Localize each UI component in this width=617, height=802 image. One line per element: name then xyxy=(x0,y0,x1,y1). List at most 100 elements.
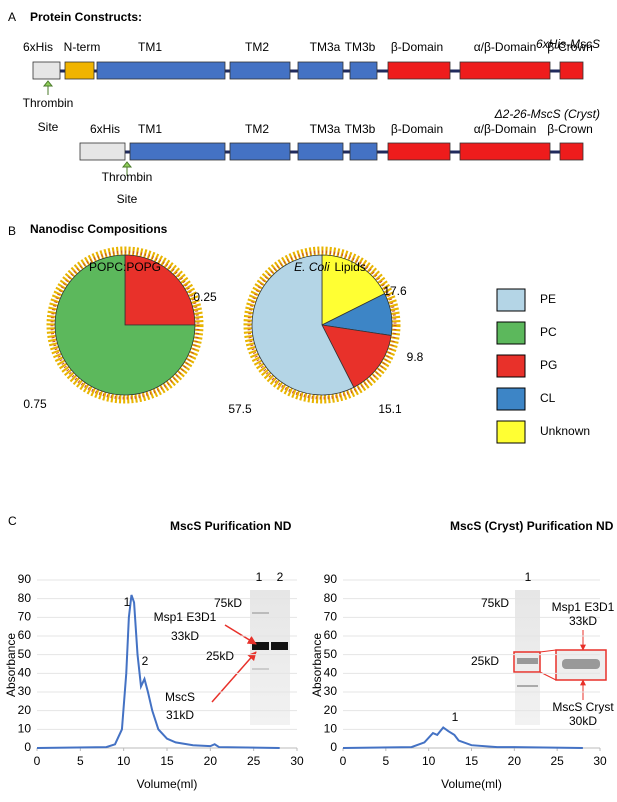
label: TM2 xyxy=(245,40,269,54)
label: 57.5 xyxy=(228,402,252,416)
label: 40 xyxy=(18,666,32,680)
arrow xyxy=(211,651,257,703)
label: 30kD xyxy=(569,714,597,728)
label: 50 xyxy=(324,647,338,661)
label: α/β-Domain xyxy=(474,122,537,136)
label: TM1 xyxy=(138,40,162,54)
arrow xyxy=(224,624,257,645)
label: Volume(ml) xyxy=(441,777,502,791)
label: 20 xyxy=(324,703,338,717)
label: 5 xyxy=(77,754,84,768)
lipid-fringe xyxy=(247,250,397,400)
label: TM3b xyxy=(345,122,376,136)
label: 1 xyxy=(525,570,532,584)
label: β-Crown xyxy=(547,122,593,136)
label: β-Domain xyxy=(391,122,443,136)
domain xyxy=(459,61,551,80)
domain xyxy=(459,142,551,161)
trace xyxy=(342,726,583,749)
label: MscS Cryst xyxy=(552,700,614,714)
label: 10 xyxy=(117,754,131,768)
pie-title: E. Coli Lipids xyxy=(294,260,366,274)
label: 30 xyxy=(18,684,32,698)
pie-slice xyxy=(124,254,196,326)
label: 15.1 xyxy=(378,402,402,416)
label: 90 xyxy=(18,572,32,586)
label: 75kD xyxy=(214,596,242,610)
label: POPC:POPG xyxy=(89,260,161,274)
label: 70 xyxy=(324,610,338,624)
title: Lipids xyxy=(334,260,365,274)
label: 90 xyxy=(324,572,338,586)
label: 70 xyxy=(18,610,32,624)
domain xyxy=(297,142,344,161)
label: 6xHis xyxy=(23,40,53,54)
label: 0 xyxy=(34,754,41,768)
label: TM2 xyxy=(245,122,269,136)
label: β-Crown xyxy=(547,40,593,54)
label: MscS (Cryst) Purification ND xyxy=(450,519,614,533)
domain xyxy=(559,61,584,80)
label: Unknown xyxy=(540,424,590,438)
label: 10 xyxy=(422,754,436,768)
label: 60 xyxy=(324,628,338,642)
label: 75kD xyxy=(481,596,509,610)
legend-swatch xyxy=(496,321,526,345)
domain xyxy=(297,61,344,80)
label: CL xyxy=(540,391,556,405)
label: 30 xyxy=(324,684,338,698)
label: 6xHis-MscS xyxy=(536,37,600,51)
label: 1 xyxy=(256,570,263,584)
label: PG xyxy=(540,358,557,372)
label: 80 xyxy=(18,591,32,605)
gel-left xyxy=(250,590,290,725)
label: C xyxy=(8,514,17,528)
label: Volume(ml) xyxy=(137,777,198,791)
thrombin-arrow xyxy=(42,80,54,95)
domain xyxy=(64,61,95,80)
domain xyxy=(229,142,291,161)
label: TM3a xyxy=(310,40,341,54)
label: 15 xyxy=(160,754,174,768)
domain xyxy=(96,61,226,80)
label: 9.8 xyxy=(407,350,424,364)
legend-swatch xyxy=(496,354,526,378)
label: 60 xyxy=(18,628,32,642)
lipid-fringe xyxy=(50,250,200,400)
title-italic: E. Coli xyxy=(294,260,330,274)
label: 50 xyxy=(18,647,32,661)
label: β-Domain xyxy=(391,40,443,54)
label: 15 xyxy=(465,754,479,768)
label: 30 xyxy=(290,754,304,768)
label: 20 xyxy=(204,754,218,768)
trace xyxy=(36,594,280,749)
label: 20 xyxy=(18,703,32,717)
domain xyxy=(387,142,451,161)
domain xyxy=(229,61,291,80)
label: A xyxy=(8,10,16,24)
thrombin-arrow xyxy=(121,161,133,176)
domain xyxy=(559,142,584,161)
label: Thrombin xyxy=(102,170,153,184)
label: 10 xyxy=(324,722,338,736)
pie-slice xyxy=(251,254,355,396)
label: 31kD xyxy=(166,708,194,722)
label: 0 xyxy=(330,740,337,754)
legend-swatch xyxy=(496,420,526,444)
label: 33kD xyxy=(171,629,199,643)
label: 30 xyxy=(593,754,607,768)
label: 2 xyxy=(142,654,149,668)
label: 6xHis xyxy=(90,122,120,136)
label: 0.75 xyxy=(23,397,47,411)
label: Absorbance xyxy=(310,633,324,697)
label: Protein Constructs: xyxy=(30,10,142,24)
label: 17.6 xyxy=(383,284,407,298)
label: 20 xyxy=(508,754,522,768)
label: 2 xyxy=(277,570,284,584)
label: TM1 xyxy=(138,122,162,136)
label: 25 xyxy=(247,754,261,768)
label: Site xyxy=(38,120,59,134)
legend-swatch xyxy=(496,288,526,312)
label: N-term xyxy=(64,40,101,54)
